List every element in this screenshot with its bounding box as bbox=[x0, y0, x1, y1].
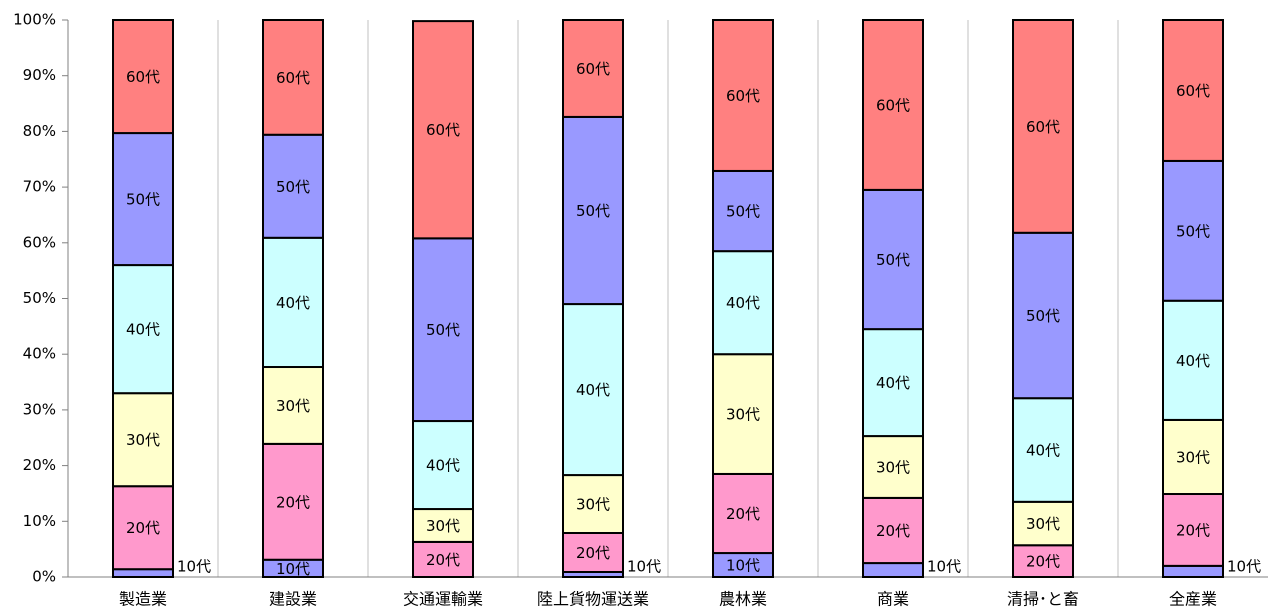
bar-segment bbox=[562, 115, 624, 306]
y-tick-label: 50% bbox=[23, 289, 56, 307]
segment-label: 20代 bbox=[426, 551, 460, 569]
bar-segment bbox=[112, 132, 174, 267]
x-tick-label: 陸上貨物運送業 bbox=[537, 590, 649, 609]
segment-label: 30代 bbox=[1026, 515, 1060, 533]
bar-segment bbox=[1012, 231, 1074, 400]
x-tick-label: 製造業 bbox=[119, 590, 167, 609]
bar-segment bbox=[712, 472, 774, 555]
bar-segment bbox=[112, 264, 174, 395]
bar-segment bbox=[262, 442, 324, 561]
y-tick-label: 60% bbox=[23, 233, 56, 251]
segment-label: 50代 bbox=[276, 178, 310, 196]
bar-segment bbox=[112, 19, 174, 135]
segment-label: 10代 bbox=[177, 558, 211, 576]
bar-segment bbox=[1162, 564, 1224, 578]
x-tick-label: 清掃･と畜 bbox=[1007, 590, 1079, 609]
segment-label: 60代 bbox=[126, 68, 160, 86]
segment-label: 20代 bbox=[576, 544, 610, 562]
bar-segment bbox=[412, 237, 474, 423]
segment-label: 50代 bbox=[576, 202, 610, 220]
bar-segment bbox=[862, 19, 924, 191]
segment-label: 10代 bbox=[726, 557, 760, 575]
segment-label: 10代 bbox=[276, 560, 310, 578]
segment-label: 20代 bbox=[1026, 553, 1060, 571]
segment-label: 50代 bbox=[1026, 307, 1060, 325]
segment-label: 10代 bbox=[627, 558, 661, 576]
segment-label: 30代 bbox=[276, 397, 310, 415]
segment-label: 60代 bbox=[876, 96, 910, 114]
segment-label: 20代 bbox=[1176, 521, 1210, 539]
segment-label: 30代 bbox=[426, 517, 460, 535]
segment-label: 10代 bbox=[927, 558, 961, 576]
segment-label: 30代 bbox=[126, 431, 160, 449]
bar-segment bbox=[112, 485, 174, 571]
segment-label: 50代 bbox=[726, 203, 760, 221]
bar-segment bbox=[262, 366, 324, 445]
y-tick-label: 40% bbox=[23, 345, 56, 363]
segment-label: 40代 bbox=[726, 294, 760, 312]
bar-segment bbox=[862, 435, 924, 499]
bar-segment bbox=[262, 19, 324, 136]
segment-label: 40代 bbox=[126, 321, 160, 339]
y-tick-label: 10% bbox=[23, 512, 56, 530]
bar-segment bbox=[712, 19, 774, 172]
y-tick-label: 80% bbox=[23, 122, 56, 140]
bar-segment bbox=[1162, 19, 1224, 162]
segment-label: 40代 bbox=[276, 294, 310, 312]
y-tick-label: 20% bbox=[23, 456, 56, 474]
bar-segment bbox=[712, 169, 774, 253]
segment-label: 50代 bbox=[1176, 222, 1210, 240]
bar-segment bbox=[262, 236, 324, 369]
x-tick-label: 商業 bbox=[877, 590, 909, 609]
segment-label: 20代 bbox=[876, 522, 910, 540]
segment-label: 40代 bbox=[576, 381, 610, 399]
bar-segment bbox=[412, 20, 474, 240]
segment-label: 50代 bbox=[126, 191, 160, 209]
segment-label: 40代 bbox=[426, 457, 460, 475]
bar-segment bbox=[862, 496, 924, 565]
segment-label: 20代 bbox=[726, 505, 760, 523]
segment-label: 60代 bbox=[1176, 82, 1210, 100]
segment-label: 10代 bbox=[1227, 558, 1261, 576]
y-tick-label: 70% bbox=[23, 178, 56, 196]
x-tick-label: 交通運輸業 bbox=[403, 590, 483, 609]
bar-segment bbox=[862, 562, 924, 579]
x-tick-label: 全産業 bbox=[1169, 590, 1217, 609]
bar-segment bbox=[262, 133, 324, 239]
segment-label: 50代 bbox=[876, 251, 910, 269]
segment-label: 40代 bbox=[1176, 352, 1210, 370]
segment-label: 60代 bbox=[276, 69, 310, 87]
segment-label: 60代 bbox=[576, 60, 610, 78]
segment-label: 40代 bbox=[876, 374, 910, 392]
segment-label: 30代 bbox=[1176, 448, 1210, 466]
segment-label: 60代 bbox=[726, 87, 760, 105]
y-tick-label: 0% bbox=[32, 568, 56, 586]
segment-label: 30代 bbox=[576, 496, 610, 514]
bar-segment bbox=[1012, 19, 1074, 234]
bar-segment bbox=[112, 568, 174, 579]
segment-label: 20代 bbox=[276, 493, 310, 511]
y-tick-label: 30% bbox=[23, 400, 56, 418]
segment-label: 60代 bbox=[426, 121, 460, 139]
bar-segment bbox=[1012, 500, 1074, 547]
x-tick-label: 建設業 bbox=[269, 590, 317, 609]
x-tick-label: 農林業 bbox=[719, 590, 767, 609]
bar-segment bbox=[862, 188, 924, 331]
bar-segment bbox=[112, 392, 174, 488]
segment-label: 30代 bbox=[726, 406, 760, 424]
y-tick-label: 100% bbox=[13, 11, 56, 29]
bar-segment bbox=[412, 420, 474, 511]
bar-segment bbox=[1162, 159, 1224, 302]
y-tick-label: 90% bbox=[23, 66, 56, 84]
bar-segment bbox=[1162, 299, 1224, 421]
segment-label: 30代 bbox=[876, 458, 910, 476]
segment-label: 60代 bbox=[1026, 118, 1060, 136]
bar-segment bbox=[562, 19, 624, 118]
segment-label: 40代 bbox=[1026, 442, 1060, 460]
bar-segment bbox=[562, 474, 624, 534]
segment-label: 50代 bbox=[426, 321, 460, 339]
bar-segment bbox=[1012, 397, 1074, 503]
segment-label: 20代 bbox=[126, 519, 160, 537]
